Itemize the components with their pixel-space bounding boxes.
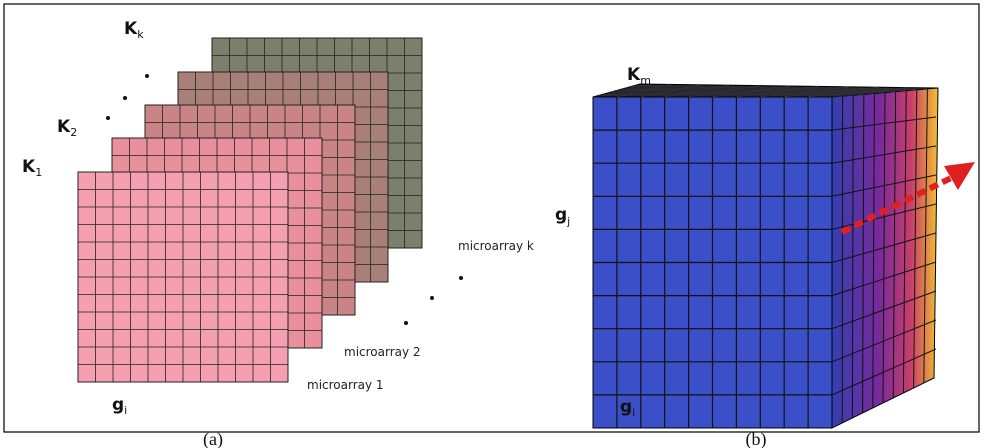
figure: Kk K2 K1 gi microarray 1 microarray 2 mi… [0,0,984,448]
microarray-label: microarray 1 [307,378,384,392]
side-label: gj [555,205,570,228]
dot [106,116,110,120]
label-sub: j [566,215,570,228]
label-main: K [627,65,641,85]
label-sub: i [124,404,127,417]
label-main: K [57,117,71,137]
microarray-label: microarray 2 [344,345,421,359]
label-main: g [555,205,567,225]
layer-label: Kk [124,19,144,41]
grid-layer [78,172,288,382]
label-main: g [112,395,124,415]
dot [404,321,408,325]
axis-label: gi [112,395,127,417]
microarray-stack [78,38,422,382]
microarray-label: microarray k [458,239,534,253]
dot [145,74,149,78]
label-main: K [22,157,36,177]
label-sub: 1 [35,166,42,179]
cube [593,84,938,428]
label-sub: i [632,406,635,419]
label-sub: 2 [70,126,77,139]
label-sub: m [640,74,651,87]
caption: (a) [203,429,223,448]
top-label: Km [627,65,651,87]
dot [123,96,127,100]
dot [459,276,463,280]
label-sub: k [137,28,144,41]
caption: (b) [746,429,767,448]
layer-label: K2 [57,117,77,139]
dot [430,296,434,300]
layer-label: K1 [22,157,42,179]
label-main: K [124,19,138,39]
label-main: g [620,397,632,417]
